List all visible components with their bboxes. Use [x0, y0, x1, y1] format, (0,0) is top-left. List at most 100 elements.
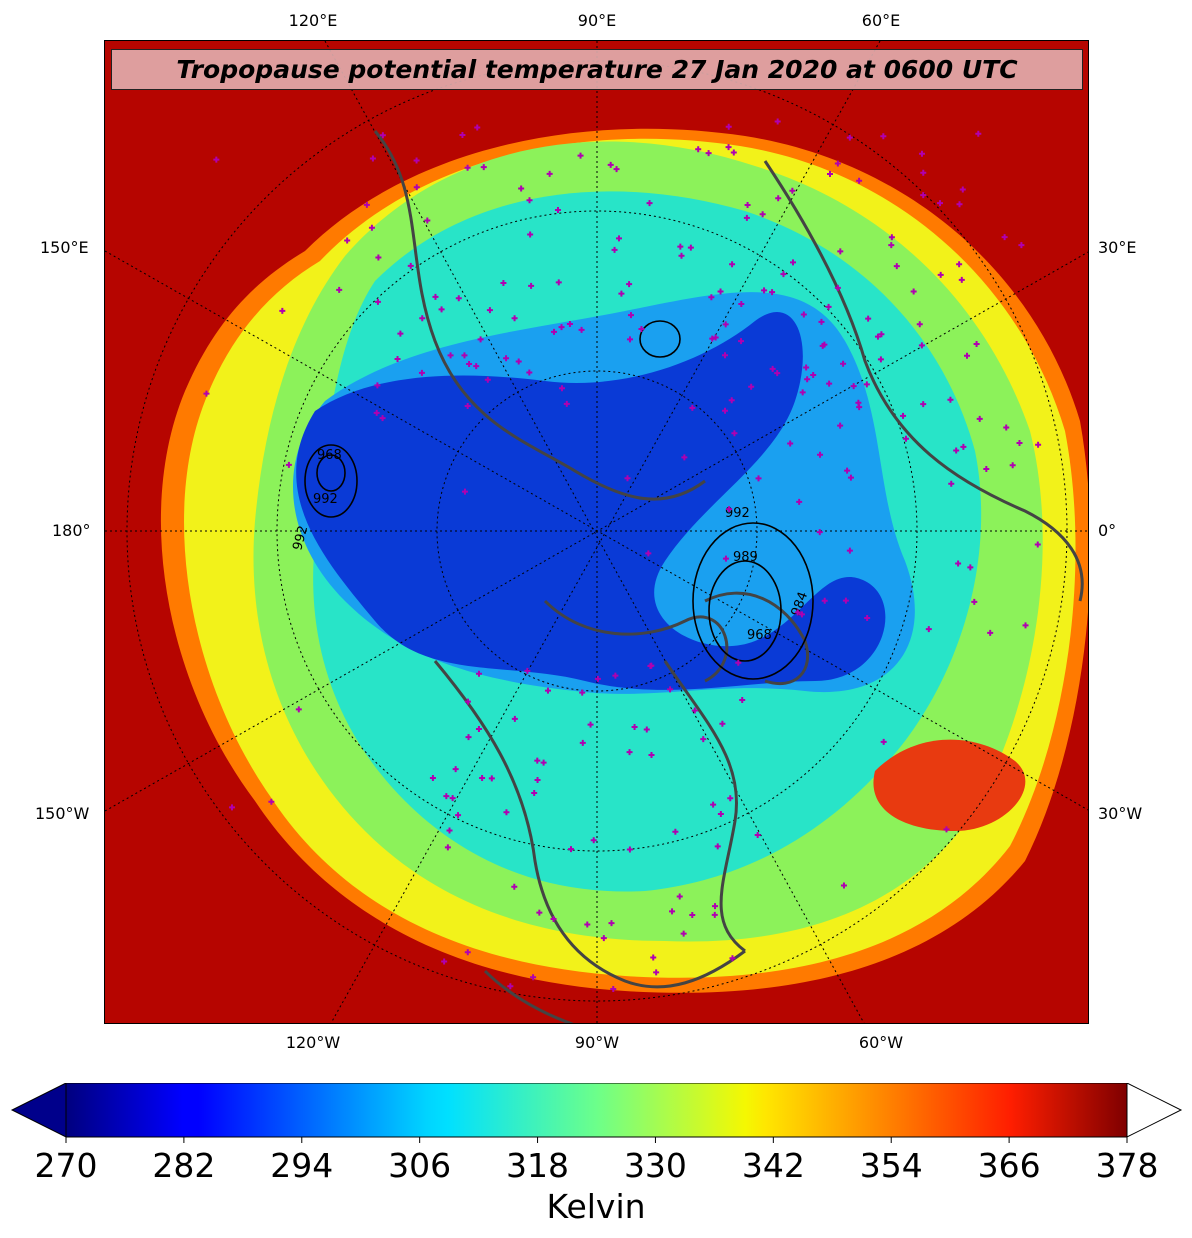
station-marker	[846, 134, 853, 141]
station-marker	[579, 689, 586, 696]
station-marker	[618, 290, 625, 297]
station-marker	[759, 211, 766, 218]
station-marker	[455, 295, 462, 302]
station-marker	[826, 380, 833, 387]
lon-label-top-90e: 90°E	[577, 11, 617, 30]
station-marker	[507, 983, 514, 990]
station-marker	[920, 192, 927, 199]
station-marker	[540, 759, 547, 766]
station-marker	[441, 958, 448, 965]
station-marker	[925, 626, 932, 633]
station-marker	[971, 598, 978, 605]
station-marker	[511, 883, 518, 890]
station-marker	[363, 201, 370, 208]
station-marker	[1001, 234, 1008, 241]
station-marker	[413, 184, 420, 191]
station-marker	[774, 118, 781, 125]
station-marker	[429, 774, 436, 781]
station-marker	[864, 614, 871, 621]
colorbar	[10, 1083, 1183, 1143]
coastline-north-america-east	[663, 660, 746, 953]
station-marker	[790, 259, 797, 266]
station-marker	[611, 246, 618, 253]
station-marker	[1009, 462, 1016, 469]
station-marker	[369, 155, 376, 162]
station-marker	[1016, 440, 1023, 447]
station-marker	[816, 529, 823, 536]
station-marker	[825, 303, 832, 310]
station-marker	[755, 475, 762, 482]
station-marker	[948, 480, 955, 487]
station-marker	[584, 921, 591, 928]
colorbar-tick-270: 270	[34, 1146, 98, 1185]
station-marker	[449, 795, 456, 802]
station-marker	[956, 201, 963, 208]
station-marker	[444, 844, 451, 851]
station-marker	[775, 195, 782, 202]
station-marker	[534, 777, 541, 784]
station-marker	[626, 336, 633, 343]
station-marker	[769, 289, 776, 296]
station-marker	[413, 157, 420, 164]
colorbar-tick-lines	[65, 1137, 1128, 1143]
station-marker	[687, 244, 694, 251]
station-marker	[863, 381, 870, 388]
station-marker	[856, 177, 863, 184]
contour-siberian-vortex	[639, 320, 681, 358]
station-marker	[794, 609, 801, 616]
station-marker	[558, 385, 565, 392]
lon-label-left-150e: 150°E	[40, 238, 89, 257]
station-marker	[817, 451, 824, 458]
station-marker	[937, 271, 944, 278]
station-marker	[731, 430, 738, 437]
station-marker	[837, 248, 844, 255]
station-marker	[627, 312, 634, 319]
station-marker	[796, 498, 803, 505]
station-marker	[958, 276, 965, 283]
station-marker	[455, 812, 462, 819]
station-marker	[546, 170, 553, 177]
colorbar-tick-330: 330	[623, 1146, 687, 1185]
station-marker	[847, 474, 854, 481]
station-marker	[447, 352, 454, 359]
station-marker	[461, 488, 468, 495]
station-marker	[295, 706, 302, 713]
station-marker	[368, 224, 375, 231]
station-marker	[1022, 622, 1029, 629]
lon-label-bottom-60w: 60°W	[858, 1033, 904, 1052]
station-marker	[452, 766, 459, 773]
station-marker	[511, 715, 518, 722]
station-marker	[689, 912, 696, 919]
station-marker	[394, 355, 401, 362]
latitude-circle-outer	[126, 60, 1068, 1002]
station-marker	[700, 736, 707, 743]
station-marker	[626, 846, 633, 853]
contour-pacific-low-inner	[316, 454, 346, 492]
station-marker	[717, 288, 724, 295]
station-marker	[590, 837, 597, 844]
station-marker	[1034, 541, 1041, 548]
station-marker	[279, 307, 286, 314]
station-marker	[880, 133, 887, 140]
station-marker	[607, 161, 614, 168]
station-marker	[761, 287, 768, 294]
station-marker	[754, 831, 761, 838]
station-marker	[336, 286, 343, 293]
station-marker	[725, 144, 732, 151]
station-marker	[821, 341, 828, 348]
colorbar-tick-366: 366	[977, 1146, 1041, 1185]
station-marker	[798, 611, 805, 618]
station-marker	[438, 306, 445, 313]
station-marker	[729, 955, 736, 962]
station-marker	[878, 331, 885, 338]
station-marker	[488, 775, 495, 782]
station-marker	[840, 882, 847, 889]
meridian-150w-30e	[105, 251, 1088, 812]
station-marker	[846, 547, 853, 554]
station-marker	[691, 707, 698, 714]
station-marker	[443, 793, 450, 800]
contour-atlantic-low-outer	[692, 522, 814, 680]
tropopause-map: 992 992 989 984 968 968 992	[105, 41, 1088, 1023]
station-marker	[550, 916, 557, 923]
station-marker	[956, 261, 963, 268]
